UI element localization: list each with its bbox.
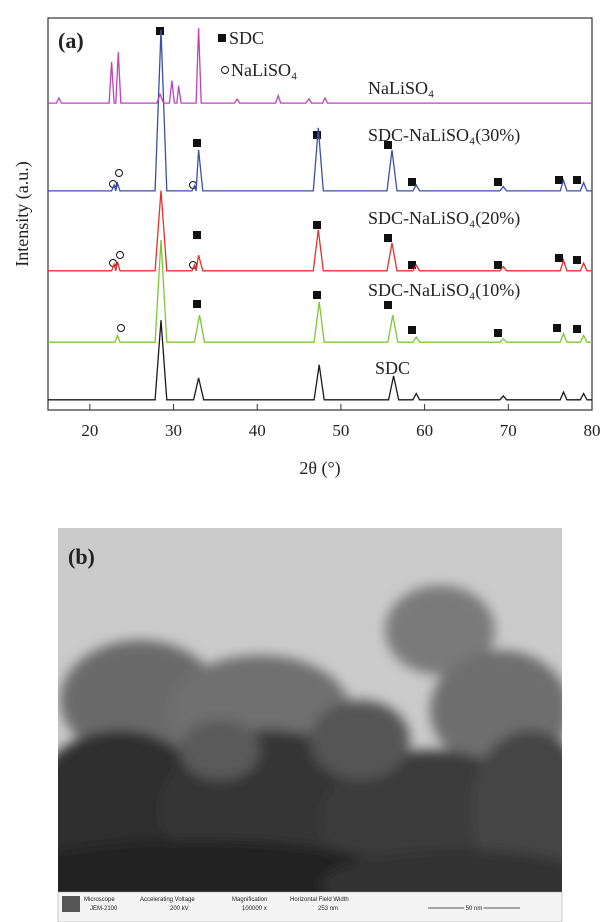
info-value: 253 nm <box>318 906 338 912</box>
xrd-pattern <box>48 28 592 104</box>
info-value: 200 kV <box>170 906 189 912</box>
particles <box>58 585 562 892</box>
tem-image: (b) Microscope Accelerating Voltage Magn… <box>57 528 563 922</box>
x-tick-label: 40 <box>249 421 266 440</box>
info-header: Horizontal Field Width <box>290 897 349 903</box>
plot-frame <box>47 17 593 411</box>
series-label: SDC-NaLiSO₄(30%) <box>368 125 520 146</box>
panel-label: (b) <box>68 544 95 569</box>
info-value: 100000 x <box>242 906 267 912</box>
peak-markers <box>156 27 581 337</box>
series-label: SDC-NaLiSO₄(20%) <box>368 208 520 229</box>
legend-circle <box>221 66 229 74</box>
legend-label: SDC <box>229 28 264 48</box>
x-tick-label: 70 <box>500 421 517 440</box>
xrd-pattern <box>48 29 592 192</box>
x-tick-label: 50 <box>332 421 349 440</box>
scale-label: 50 nm <box>466 906 483 912</box>
info-bar <box>57 891 563 922</box>
info-header: Accelerating Voltage <box>140 897 195 903</box>
series-label: SDC <box>375 358 410 378</box>
xrd-pattern <box>48 239 592 343</box>
panel-label: (a) <box>58 28 84 53</box>
peak-circles <box>109 169 197 332</box>
series-label: NaLiSO₄ <box>368 78 434 98</box>
legend-label: NaLiSO₄ <box>231 60 297 80</box>
x-tick-label: 60 <box>416 421 433 440</box>
series-label: SDC-NaLiSO₄(10%) <box>368 280 520 301</box>
info-header: Magnification <box>232 897 267 903</box>
x-tick-label: 20 <box>81 421 98 440</box>
xrd-pattern <box>48 190 592 272</box>
xrd-pattern <box>48 320 592 401</box>
info-header: Microscope <box>84 897 115 903</box>
logo <box>62 896 80 912</box>
x-tick-label: 30 <box>165 421 182 440</box>
info-value: JEM-2100 <box>90 906 118 912</box>
legend-square <box>218 34 226 42</box>
xrd-chart: (a) SDC NaLiSO₄ 2θ (°) Intensity (a.u.) … <box>12 17 601 479</box>
x-tick-label: 80 <box>584 421 601 440</box>
x-axis-label: 2θ (°) <box>299 458 340 479</box>
y-axis-label: Intensity (a.u.) <box>12 161 33 266</box>
